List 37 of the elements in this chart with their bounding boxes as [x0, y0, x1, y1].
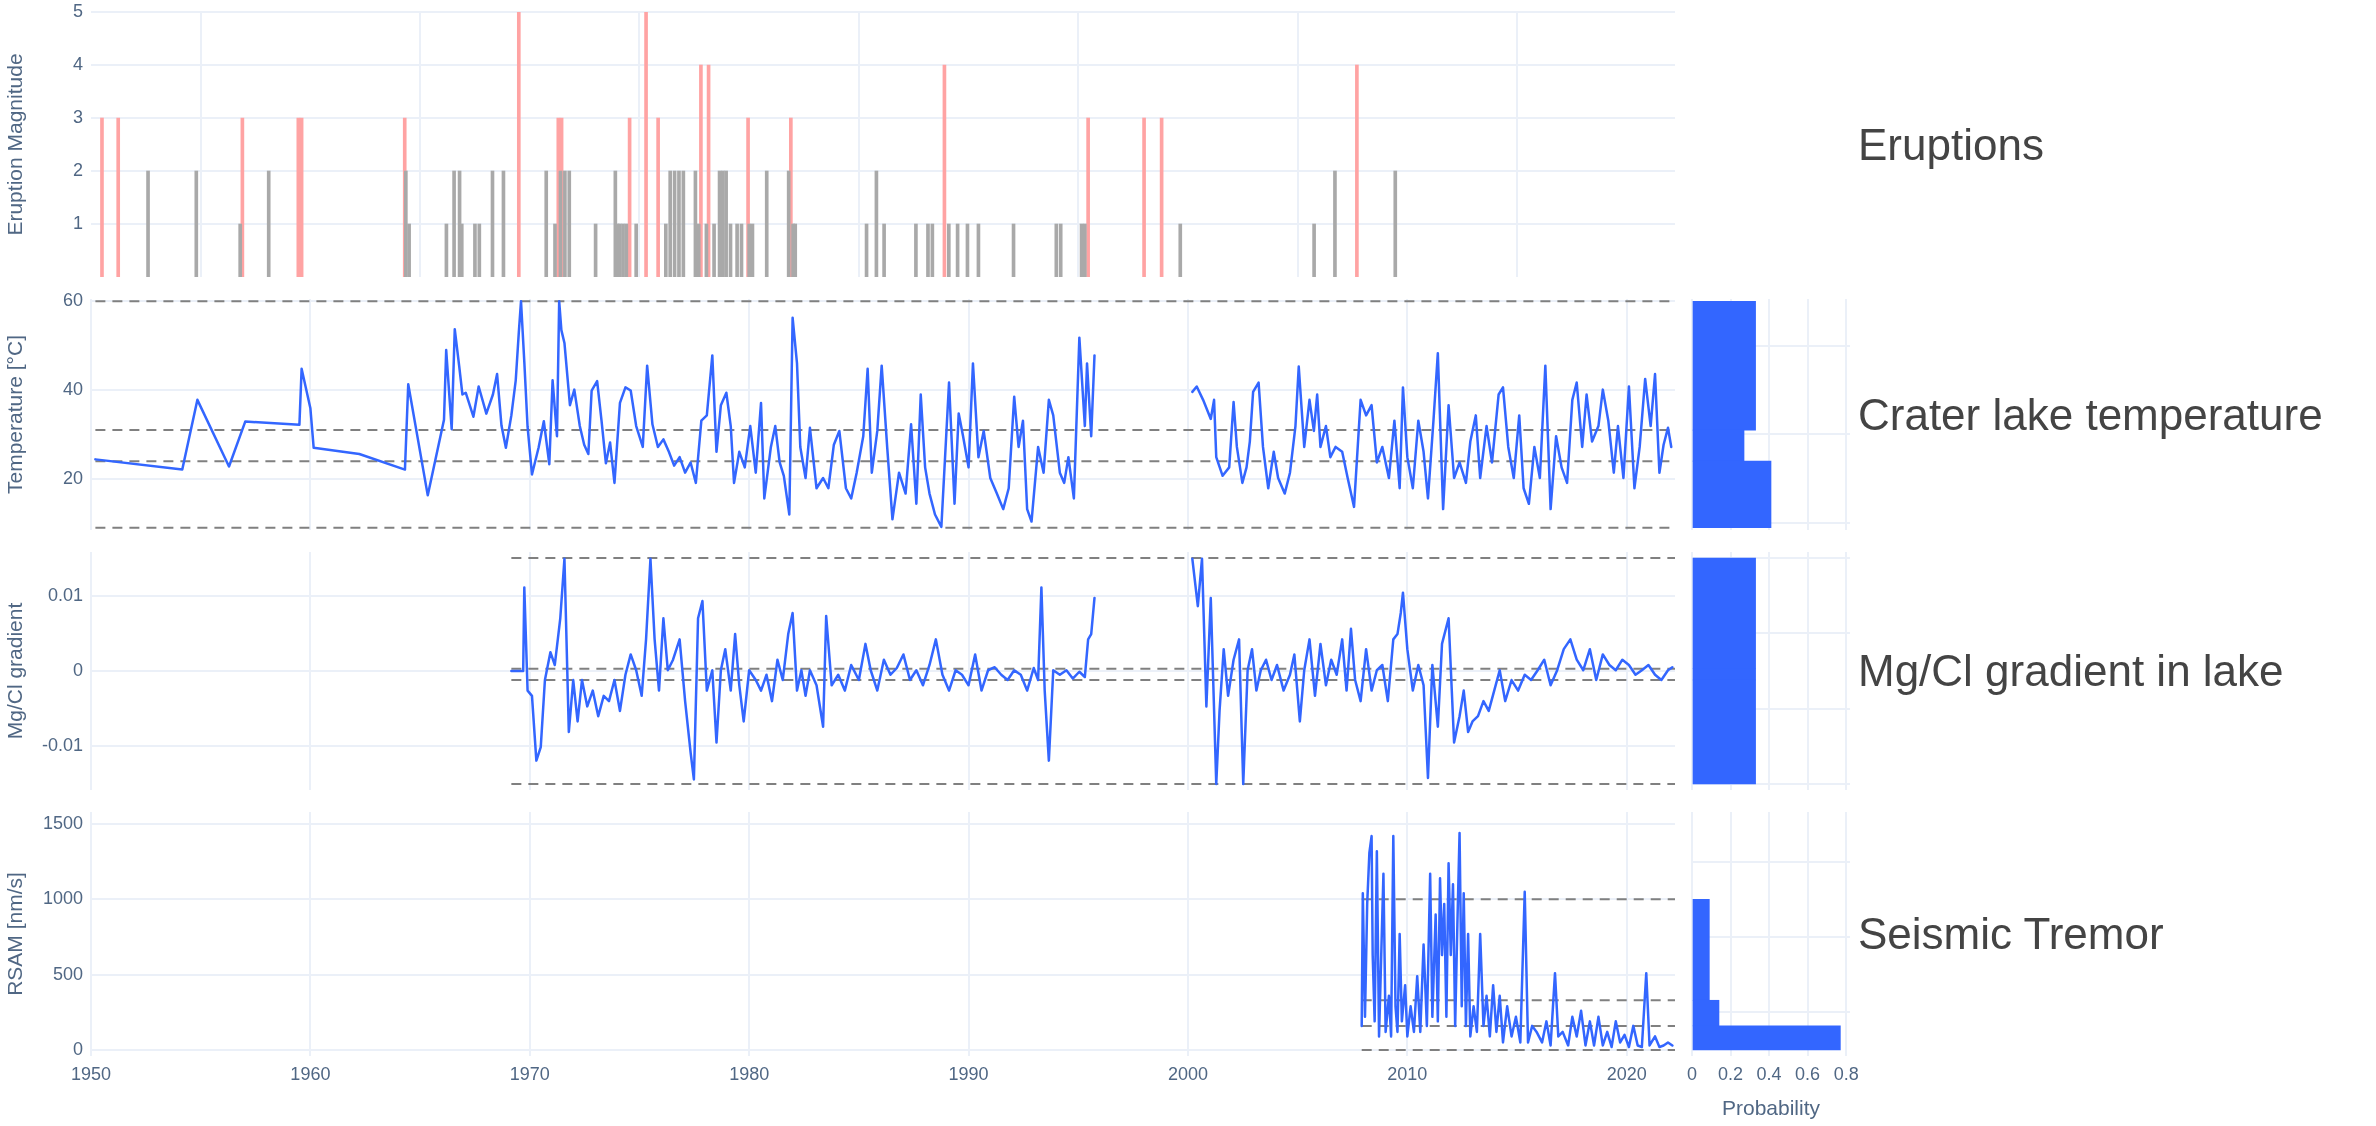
y-tick-label: 2	[72, 159, 83, 180]
y-tick-label: 3	[72, 106, 83, 127]
y-tick-label: 4	[72, 53, 83, 74]
x-tick-label: 1970	[509, 1063, 550, 1084]
y-tick-label: 0.01	[47, 584, 83, 605]
y-axis-title: Mg/Cl gradient	[3, 602, 27, 740]
x-tick-label: 1980	[729, 1063, 770, 1084]
x-tick-label: 1960	[290, 1063, 331, 1084]
x-tick-label: 0	[1686, 1063, 1698, 1084]
x-tick-label: 1990	[948, 1063, 989, 1084]
y-tick-label: 5	[72, 0, 83, 21]
x-tick-label: 0.2	[1718, 1063, 1744, 1084]
x-tick-label: 0.8	[1833, 1063, 1859, 1084]
x-tick-label: 2000	[1167, 1063, 1208, 1084]
y-axis-title: Temperature [°C]	[3, 335, 27, 494]
x-tick-label: 2010	[1387, 1063, 1428, 1084]
x-tick-label: 0.6	[1795, 1063, 1821, 1084]
text: Mg/Cl gradient in lake	[1858, 646, 2284, 695]
text: Seismic Tremor	[1858, 909, 2164, 958]
x-tick-label: 0.4	[1756, 1063, 1782, 1084]
text: Eruptions	[1858, 119, 2044, 169]
y-tick-label: -0.01	[41, 735, 83, 756]
y-tick-label: 1000	[42, 888, 83, 909]
x-tick-label: 1950	[70, 1063, 112, 1084]
y-tick-label: 20	[62, 467, 83, 488]
text: Crater lake temperature	[1858, 389, 2323, 439]
x-axis-title: Probability	[1721, 1096, 1821, 1120]
y-tick-label: 1500	[42, 813, 83, 834]
x-tick-label: 2020	[1606, 1063, 1647, 1084]
y-tick-label: 60	[62, 290, 83, 311]
y-tick-label: 0	[72, 1038, 83, 1059]
y-tick-label: 40	[62, 379, 83, 400]
y-tick-label: 0	[72, 659, 83, 680]
y-axis-title: RSAM [nm/s]	[3, 872, 27, 996]
y-tick-label: 500	[52, 963, 83, 984]
y-axis-title: Eruption Magnitude	[3, 53, 27, 236]
y-tick-label: 1	[72, 212, 83, 233]
